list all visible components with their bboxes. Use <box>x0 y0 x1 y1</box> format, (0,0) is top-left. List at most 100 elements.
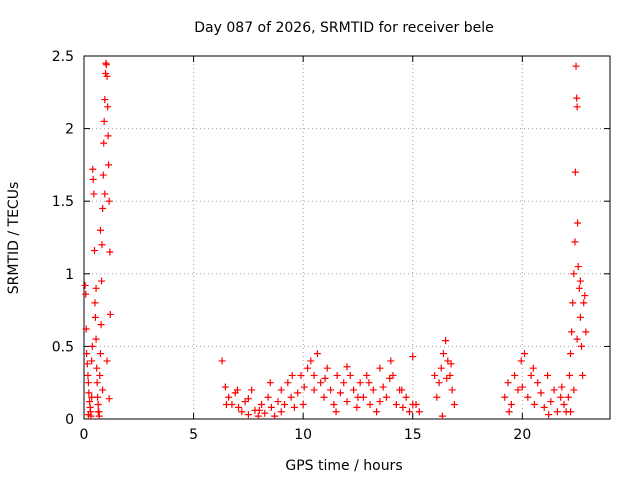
data-point <box>88 393 96 401</box>
data-point <box>93 379 101 387</box>
data-point <box>238 408 246 416</box>
data-point <box>81 281 89 289</box>
data-point <box>255 406 263 414</box>
data-point <box>96 371 104 379</box>
data-point <box>254 412 262 420</box>
data-point <box>336 389 344 397</box>
data-point <box>573 335 581 343</box>
data-point <box>84 379 92 387</box>
data-point <box>524 393 532 401</box>
data-point <box>379 383 387 391</box>
x-tick-label: 0 <box>80 427 89 443</box>
data-point <box>233 386 241 394</box>
data-point <box>235 403 243 411</box>
data-point <box>439 350 447 358</box>
data-point <box>333 371 341 379</box>
data-point <box>100 139 108 147</box>
data-point <box>317 379 325 387</box>
y-tick-label: 1.5 <box>52 194 74 210</box>
data-point <box>103 357 111 365</box>
data-point <box>399 403 407 411</box>
data-point <box>225 393 233 401</box>
data-point <box>580 299 588 307</box>
data-point <box>570 270 578 278</box>
data-point <box>264 393 272 401</box>
data-point <box>450 400 458 408</box>
data-point <box>244 411 252 419</box>
data-point <box>369 386 377 394</box>
data-point <box>569 299 577 307</box>
data-point <box>299 400 307 408</box>
data-point <box>571 168 579 176</box>
data-point <box>350 386 358 394</box>
data-point <box>575 284 583 292</box>
data-point <box>544 371 552 379</box>
data-point <box>568 328 576 336</box>
data-point <box>84 411 92 419</box>
data-point <box>244 395 252 403</box>
data-point <box>415 408 423 416</box>
data-point <box>82 290 90 298</box>
data-point <box>101 190 109 198</box>
data-point <box>93 364 101 372</box>
data-point <box>281 400 289 408</box>
chart-title: Day 087 of 2026, SRMTID for receiver bel… <box>194 20 493 36</box>
data-point <box>92 284 100 292</box>
data-point <box>353 403 361 411</box>
data-point <box>576 277 584 285</box>
x-tick-label: 20 <box>513 427 531 443</box>
data-point <box>313 350 321 358</box>
data-points <box>81 59 590 420</box>
data-point <box>104 132 112 140</box>
data-point <box>101 96 109 104</box>
data-point <box>511 371 519 379</box>
data-point <box>438 412 446 420</box>
data-point <box>435 379 443 387</box>
data-point <box>105 161 113 169</box>
data-point <box>274 398 282 406</box>
data-point <box>346 371 354 379</box>
data-point <box>376 364 384 372</box>
data-point <box>287 393 295 401</box>
data-point <box>221 383 229 391</box>
data-point <box>97 321 105 329</box>
data-point <box>277 408 285 416</box>
data-point <box>578 342 586 350</box>
data-point <box>547 398 555 406</box>
data-point <box>103 72 111 80</box>
data-point <box>433 393 441 401</box>
data-point <box>98 241 106 249</box>
data-point <box>261 409 269 417</box>
data-point <box>218 357 226 365</box>
grid-lines <box>84 56 610 419</box>
data-point <box>92 335 100 343</box>
data-point <box>95 412 103 420</box>
data-point <box>398 386 406 394</box>
data-point <box>104 103 112 111</box>
data-point <box>443 374 451 382</box>
x-tick-label: 15 <box>404 427 422 443</box>
data-point <box>366 400 374 408</box>
data-point <box>222 400 230 408</box>
x-tick-label: 10 <box>294 427 312 443</box>
data-point <box>288 371 296 379</box>
data-point <box>91 313 99 321</box>
data-point <box>83 350 91 358</box>
data-point <box>300 383 308 391</box>
data-point <box>356 379 364 387</box>
data-point <box>527 371 535 379</box>
data-point <box>99 171 107 179</box>
data-point <box>572 62 580 70</box>
data-point <box>534 379 542 387</box>
data-point <box>363 371 371 379</box>
data-point <box>84 371 92 379</box>
data-point <box>106 248 114 256</box>
data-point <box>98 277 106 285</box>
data-point <box>99 386 107 394</box>
data-point <box>505 408 513 416</box>
data-point <box>94 393 102 401</box>
data-point <box>90 190 98 198</box>
data-point <box>96 226 104 234</box>
data-point <box>307 357 315 365</box>
